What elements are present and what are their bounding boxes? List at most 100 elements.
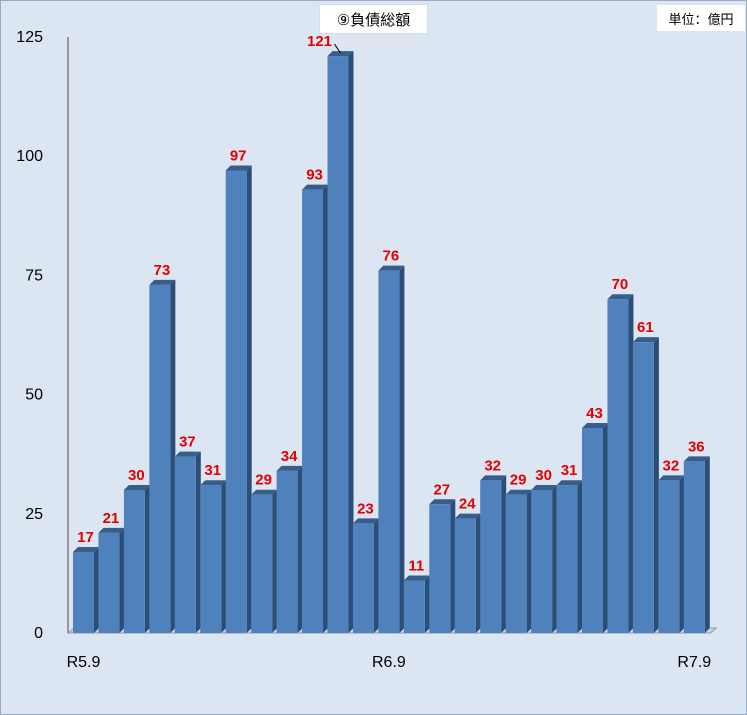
bar-side <box>348 51 354 633</box>
bar-top <box>454 513 481 519</box>
data-label: 32 <box>663 457 680 474</box>
bar-top <box>556 480 583 486</box>
bar-side <box>552 484 558 633</box>
data-label: 32 <box>484 457 501 474</box>
bar-top <box>582 422 608 428</box>
bar <box>327 51 354 633</box>
data-label: 30 <box>535 467 552 484</box>
bar-front <box>683 461 705 633</box>
bar-front <box>123 489 145 633</box>
bar-front <box>658 480 680 633</box>
bar-side <box>653 337 659 633</box>
data-label: 27 <box>433 481 450 498</box>
bar-top <box>607 294 634 300</box>
data-label: 23 <box>357 500 374 517</box>
bar-top <box>123 484 150 490</box>
bar <box>98 527 125 633</box>
bar-front <box>352 523 374 633</box>
data-label: 34 <box>281 448 298 465</box>
data-label: 31 <box>204 462 221 479</box>
data-label-leader <box>334 43 341 54</box>
bar <box>454 513 481 633</box>
data-label: 70 <box>612 276 629 293</box>
bar <box>429 499 456 633</box>
bar-side <box>373 518 379 633</box>
bar-front <box>302 189 324 634</box>
bar-side <box>272 489 278 633</box>
data-label: 97 <box>230 148 247 165</box>
bar-top <box>276 465 303 471</box>
data-label: 37 <box>179 434 196 451</box>
bar-side <box>450 499 456 633</box>
bar-side <box>475 513 481 633</box>
bar <box>632 337 659 633</box>
bar-side <box>603 422 608 633</box>
data-labels: 17 21 30 73 37 31 97 29 34 93 121 23 76 11 27 24 32 29 30 3… <box>77 33 704 574</box>
bar-series <box>73 51 710 634</box>
bar-top <box>327 51 354 57</box>
y-tick-label: 0 <box>34 625 43 642</box>
bar-front <box>403 580 425 633</box>
y-tick-label: 25 <box>25 506 43 523</box>
data-label: 11 <box>408 558 424 575</box>
y-tick-label: 100 <box>16 148 43 165</box>
bar <box>251 489 278 633</box>
data-label: 31 <box>561 462 578 479</box>
bar-front <box>505 494 527 633</box>
bar <box>276 465 303 633</box>
bar-side <box>246 165 252 633</box>
bar-front <box>531 489 553 633</box>
x-tick-label: R5.9 <box>67 654 101 671</box>
bar-top <box>403 575 430 581</box>
bar <box>531 484 558 633</box>
bar-top <box>225 165 252 171</box>
bar-top <box>302 184 329 190</box>
bar <box>480 475 507 633</box>
bar <box>123 484 150 633</box>
bar-front <box>378 270 400 633</box>
data-label: 73 <box>154 262 171 279</box>
data-label: 93 <box>306 167 323 184</box>
data-label: 61 <box>637 319 654 336</box>
y-tick-label: 125 <box>16 29 43 46</box>
bar-top <box>480 475 507 481</box>
data-label: 30 <box>128 467 145 484</box>
bar-top <box>174 451 201 457</box>
bar <box>582 422 608 633</box>
bar <box>149 279 176 633</box>
bar-front <box>251 494 273 633</box>
bar-top <box>251 489 278 495</box>
bar-side <box>424 575 430 633</box>
bar-front <box>327 56 349 633</box>
bar <box>607 294 634 633</box>
data-label: 24 <box>459 496 476 513</box>
x-tick-label: R7.9 <box>677 654 711 671</box>
bar-top <box>429 499 456 505</box>
bar-top <box>149 279 176 285</box>
bar <box>403 575 430 633</box>
bar-front <box>149 284 171 633</box>
bar-top <box>352 518 379 524</box>
bar-top <box>632 337 659 343</box>
bar-side <box>323 184 329 634</box>
bar-top <box>200 480 227 486</box>
bar-side <box>297 465 303 633</box>
data-label: 43 <box>586 405 603 422</box>
bar-side <box>119 527 125 633</box>
bar-side <box>577 480 583 633</box>
data-label: 121 <box>307 33 332 50</box>
bar <box>174 451 201 633</box>
bar <box>73 546 99 633</box>
bar <box>225 165 252 633</box>
y-tick-label: 75 <box>25 267 43 284</box>
bar <box>683 456 710 633</box>
bar-front <box>454 518 476 633</box>
bar <box>200 480 227 633</box>
bar-top <box>98 527 125 533</box>
bar-side <box>399 265 405 633</box>
x-tick-labels: R5.9 R6.9 R7.9 <box>67 654 712 671</box>
bar-side <box>221 480 227 633</box>
bar-front <box>632 342 654 633</box>
